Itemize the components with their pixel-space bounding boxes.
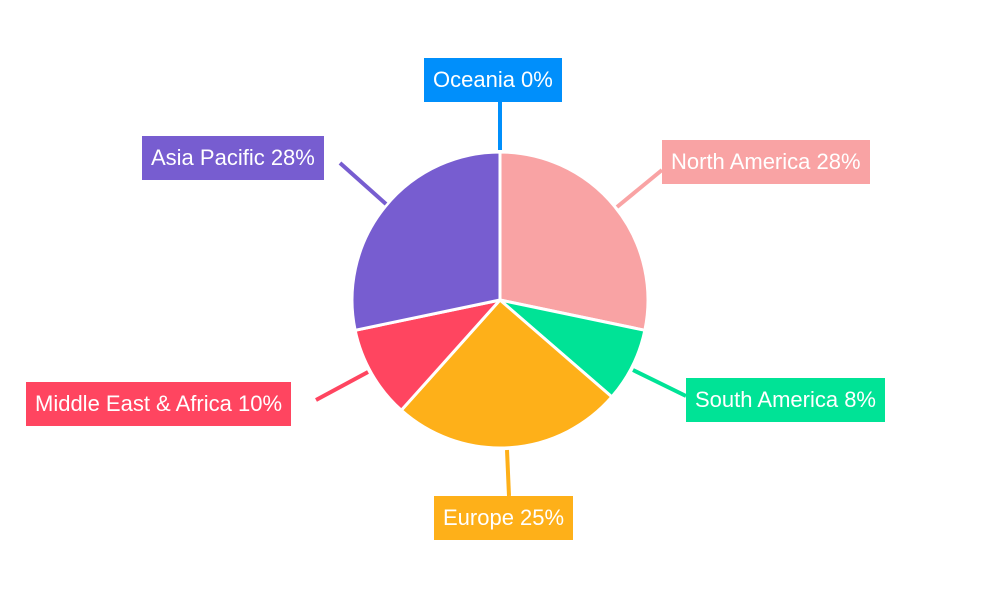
slice-middle-east-africa[interactable] [353,298,502,412]
leader-line-middle-east-africa [315,370,369,402]
slice-asia-pacific[interactable] [350,150,502,332]
slice-north-america[interactable] [498,150,650,332]
leader-line-north-america [615,168,664,209]
data-label-north-america: North America 28% [662,140,870,184]
data-label-oceania: Oceania 0% [424,58,562,102]
leader-line-asia-pacific [338,161,388,206]
leader-line-europe [505,449,511,497]
slice-europe[interactable] [399,298,614,450]
data-label-europe: Europe 25% [434,496,574,540]
leader-line-south-america [632,368,687,398]
data-label-asia-pacific: Asia Pacific 28% [142,136,324,180]
data-label-south-america: South America 8% [686,378,885,422]
data-label-middle-east-africa: Middle East & Africa 10% [26,382,292,426]
